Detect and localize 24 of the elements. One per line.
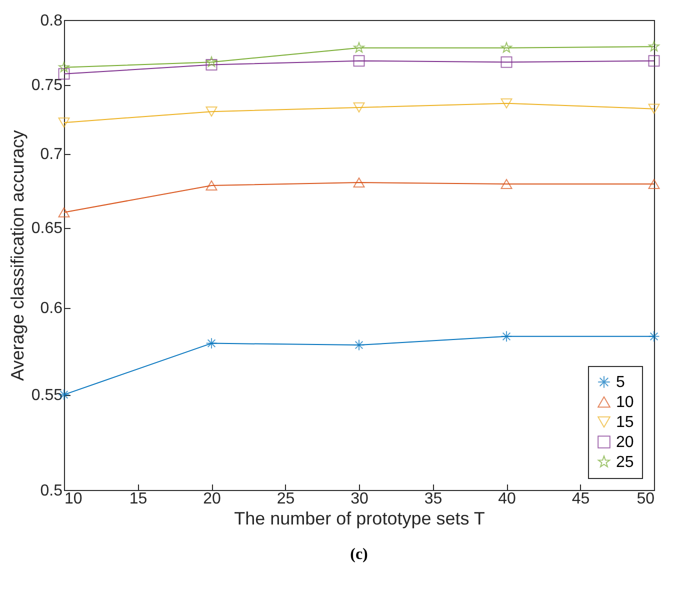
x-tick-label: 40 xyxy=(498,490,516,508)
x-tick-label: 20 xyxy=(203,490,221,508)
x-tick-label: 50 xyxy=(636,490,655,508)
x-tick-label: 30 xyxy=(350,490,368,508)
legend-label: 10 xyxy=(616,394,634,411)
x-tick-label: 25 xyxy=(276,490,295,508)
y-tick-label: 0.75 xyxy=(31,77,63,94)
x-tick-label: 10 xyxy=(64,490,82,508)
legend-label: 5 xyxy=(616,374,625,391)
y-tick-label: 0.65 xyxy=(31,220,63,238)
y-axis-title: Average classification accuracy xyxy=(7,130,28,381)
x-axis-title: The number of prototype sets T xyxy=(234,508,485,528)
x-tick-label: 15 xyxy=(129,490,148,508)
text: (c) xyxy=(350,546,368,563)
y-tick-label: 0.55 xyxy=(31,387,63,404)
legend-label: 25 xyxy=(616,454,634,471)
y-tick-label: 0.7 xyxy=(40,146,63,164)
y-tick-label: 0.6 xyxy=(40,300,63,318)
y-tick-label: 0.8 xyxy=(40,12,63,30)
legend-label: 20 xyxy=(616,434,634,451)
x-tick-label: 35 xyxy=(424,490,442,508)
legend-label: 15 xyxy=(616,414,634,431)
x-tick-label: 45 xyxy=(572,490,590,508)
y-tick-label: 0.5 xyxy=(40,482,63,500)
